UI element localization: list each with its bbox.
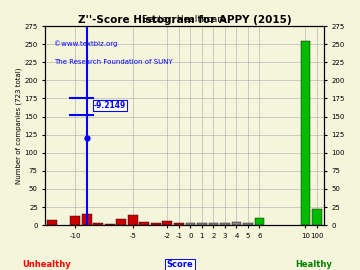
Text: Sector: Healthcare: Sector: Healthcare — [143, 15, 227, 24]
Text: Unhealthy: Unhealthy — [22, 260, 71, 269]
Bar — [312, 208, 322, 225]
Bar — [301, 40, 310, 225]
Bar — [185, 223, 195, 225]
Bar — [128, 215, 138, 225]
Bar — [255, 218, 264, 225]
Text: ©www.textbiz.org: ©www.textbiz.org — [54, 40, 117, 47]
Bar — [174, 223, 184, 225]
Bar — [151, 223, 161, 225]
Bar — [197, 223, 207, 225]
Bar — [117, 219, 126, 225]
Text: -9.2149: -9.2149 — [94, 101, 126, 110]
Bar — [82, 214, 92, 225]
Title: Z''-Score Histogram for APPY (2015): Z''-Score Histogram for APPY (2015) — [78, 15, 292, 25]
Bar — [105, 224, 115, 225]
Bar — [208, 223, 218, 225]
Text: Score: Score — [167, 260, 193, 269]
Bar — [71, 217, 80, 225]
Bar — [220, 223, 230, 225]
Bar — [162, 221, 172, 225]
Text: The Research Foundation of SUNY: The Research Foundation of SUNY — [54, 59, 172, 65]
Text: Healthy: Healthy — [295, 260, 332, 269]
Bar — [48, 220, 57, 225]
Bar — [243, 223, 253, 225]
Bar — [94, 223, 103, 225]
Bar — [139, 222, 149, 225]
Y-axis label: Number of companies (723 total): Number of companies (723 total) — [15, 68, 22, 184]
Bar — [231, 222, 241, 225]
